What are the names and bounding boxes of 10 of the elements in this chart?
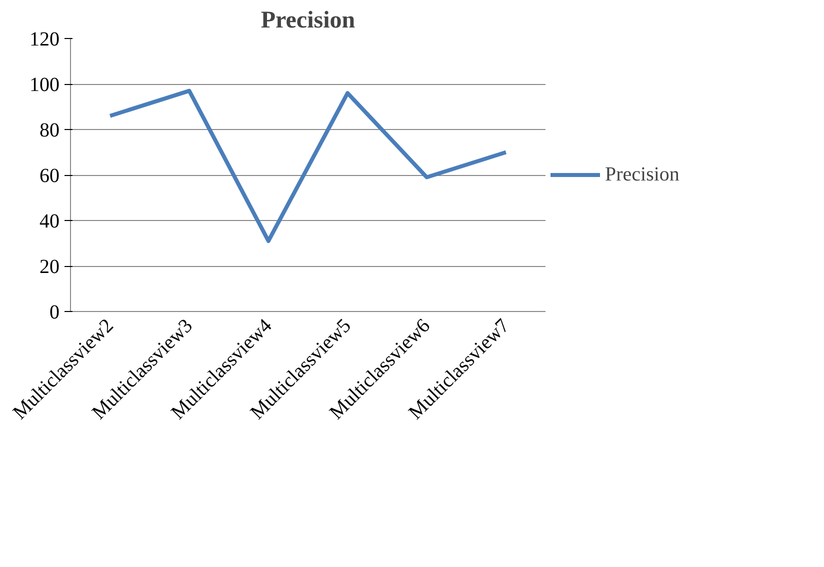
y-tick-label: 60 [40, 165, 60, 187]
y-tick-label: 100 [30, 74, 60, 96]
y-tick-label: 0 [50, 302, 60, 324]
chart-title: Precision [260, 8, 356, 34]
y-tick-label: 80 [40, 120, 60, 142]
y-tick-label: 20 [40, 256, 60, 278]
y-tick-label: 120 [30, 28, 60, 50]
legend-label: Precision [605, 163, 680, 186]
y-tick-label: 40 [40, 210, 60, 232]
line-series [108, 88, 508, 243]
